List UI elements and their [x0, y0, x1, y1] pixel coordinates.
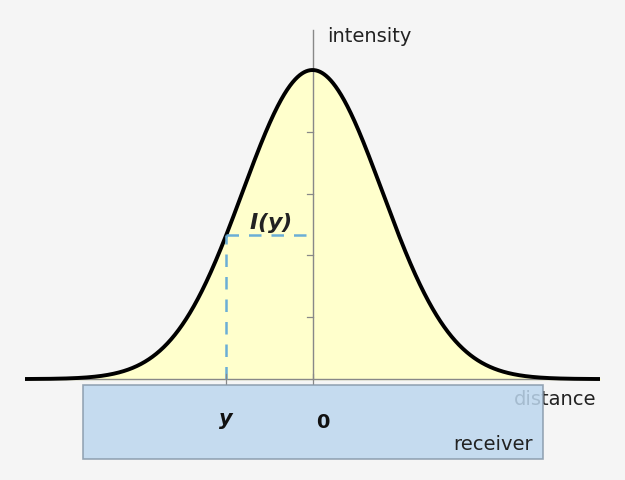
- Text: 0: 0: [316, 413, 329, 432]
- Bar: [82, 385, 542, 459]
- Text: intensity: intensity: [328, 27, 412, 46]
- Text: distance: distance: [513, 390, 596, 409]
- Text: receiver: receiver: [453, 435, 532, 454]
- Text: $\bfit{y}$: $\bfit{y}$: [218, 411, 234, 431]
- Text: $\bfit{I(y)}$: $\bfit{I(y)}$: [249, 211, 292, 235]
